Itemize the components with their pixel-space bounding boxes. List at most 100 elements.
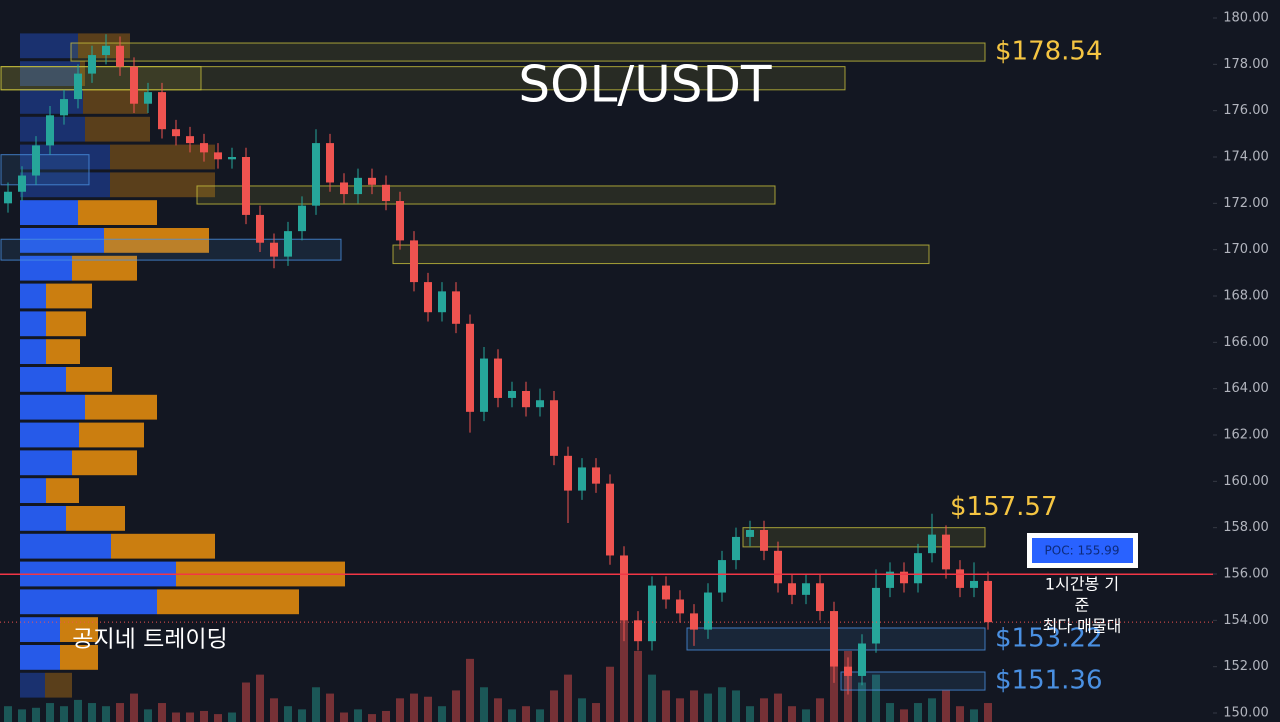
volume-bar: [802, 709, 810, 722]
volume-bar: [886, 703, 894, 722]
candle-body: [984, 580, 992, 623]
zone: [0, 66, 202, 91]
zone: [196, 185, 776, 205]
candle-body: [130, 66, 138, 104]
profile-sell: [104, 228, 209, 253]
profile-sell: [72, 450, 137, 476]
profile-sell: [60, 617, 98, 642]
volume-bar: [186, 712, 194, 722]
volume-bar: [592, 703, 600, 722]
volume-bar: [900, 709, 908, 722]
candle-body: [396, 201, 404, 241]
zone: [392, 244, 930, 265]
volume-bar: [872, 674, 880, 722]
candle-body: [704, 592, 712, 630]
annotation: 준: [1075, 596, 1090, 615]
volume-bar: [634, 650, 642, 722]
candle-body: [228, 157, 236, 160]
profile-buy: [20, 61, 80, 86]
volume-bar: [382, 710, 390, 722]
candle-body: [480, 358, 488, 412]
volume-bar: [564, 674, 572, 722]
candle-body: [186, 136, 194, 144]
volume-bar: [298, 709, 306, 722]
volume-bar: [858, 682, 866, 722]
profile-buy: [20, 672, 45, 698]
volume-bar: [452, 690, 460, 722]
profile-sell: [46, 339, 80, 364]
candle-body: [284, 231, 292, 257]
profile-sell: [157, 589, 299, 615]
volume-bar: [830, 666, 838, 722]
profile-buy: [20, 645, 60, 670]
profile-sell: [85, 394, 157, 420]
candle-body: [732, 536, 740, 561]
candle-body: [550, 400, 558, 456]
candle-body: [690, 613, 698, 630]
volume-bar: [522, 706, 530, 722]
candle-body: [970, 580, 978, 588]
candle-body: [508, 390, 516, 398]
volume-bar: [200, 710, 208, 722]
candle-body: [242, 157, 250, 215]
zone-label: $157.57: [950, 492, 1058, 522]
volume-bar: [424, 696, 432, 722]
volume-bar: [60, 706, 68, 722]
annotation: 1시간봉 기: [1045, 575, 1119, 594]
candle-body: [872, 587, 880, 644]
volume-bar: [676, 698, 684, 722]
profile-buy: [20, 311, 46, 337]
candle-body: [144, 92, 152, 104]
profile-buy: [20, 228, 104, 253]
candle-body: [844, 666, 852, 676]
candle-body: [886, 571, 894, 588]
volume-bar: [130, 693, 138, 722]
volume-bar: [18, 709, 26, 722]
profile-sell: [83, 89, 148, 114]
candle-body: [312, 143, 320, 206]
volume-bar: [536, 709, 544, 722]
candle-body: [466, 323, 474, 412]
y-tick-label: 176.00: [1223, 103, 1269, 118]
profile-buy: [20, 589, 157, 615]
candle-body: [46, 115, 54, 146]
profile-sell: [46, 311, 86, 337]
y-tick-label: 164.00: [1223, 381, 1269, 396]
volume-bar: [704, 693, 712, 722]
candle-body: [564, 455, 572, 491]
candle-body: [172, 129, 180, 137]
zone-label: $151.36: [995, 666, 1103, 696]
candle-body: [536, 400, 544, 408]
candle-body: [256, 214, 264, 243]
volume-bar: [172, 712, 180, 722]
candle-body: [634, 620, 642, 642]
y-tick-label: 174.00: [1223, 150, 1269, 165]
candle-body: [914, 553, 922, 584]
volume-bar: [438, 706, 446, 722]
profile-sell: [46, 478, 79, 503]
candle-body: [816, 583, 824, 612]
volume-bar: [774, 693, 782, 722]
volume-bar: [914, 703, 922, 722]
candle-body: [382, 184, 390, 202]
volume-bar: [508, 709, 516, 722]
volume-bar: [816, 698, 824, 722]
profile-buy: [20, 367, 66, 392]
candle-body: [676, 599, 684, 614]
zones-layer: $178.54 $157.57 $153.22 $151.36: [0, 37, 1103, 696]
candle-body: [200, 143, 208, 153]
y-tick-label: 178.00: [1223, 57, 1269, 72]
volume-bar: [396, 698, 404, 722]
volume-bar: [480, 687, 488, 722]
candle-body: [900, 571, 908, 584]
y-tick-label: 150.00: [1223, 706, 1269, 721]
volume-bar: [606, 666, 614, 722]
candle-body: [662, 585, 670, 600]
volume-bar: [494, 698, 502, 722]
candle-body: [928, 534, 936, 554]
candle-body: [858, 643, 866, 676]
y-tick-label: 180.00: [1223, 11, 1269, 26]
volume-bar: [88, 703, 96, 722]
candle-body: [438, 291, 446, 313]
